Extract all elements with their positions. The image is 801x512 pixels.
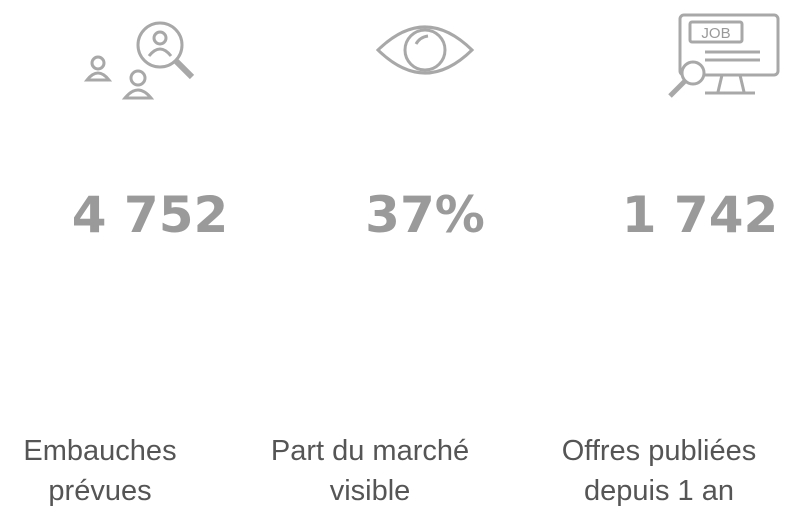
icon-job: JOB (668, 13, 780, 98)
stat-label: depuis 1 an (584, 475, 734, 507)
icon-recruit (83, 21, 195, 100)
icon-eye (375, 25, 475, 75)
stat-label: Embauches (23, 435, 176, 467)
stat-label: Part du marché (271, 435, 469, 467)
stat-label: visible (330, 475, 411, 507)
stat-label: Offres publiées (562, 435, 757, 467)
stat-value: 1 742 (622, 186, 779, 244)
stat-value: 4 752 (72, 186, 229, 244)
stat-value: 37% (365, 186, 485, 244)
icon-label: JOB (701, 25, 730, 42)
stat-label: prévues (48, 475, 151, 507)
